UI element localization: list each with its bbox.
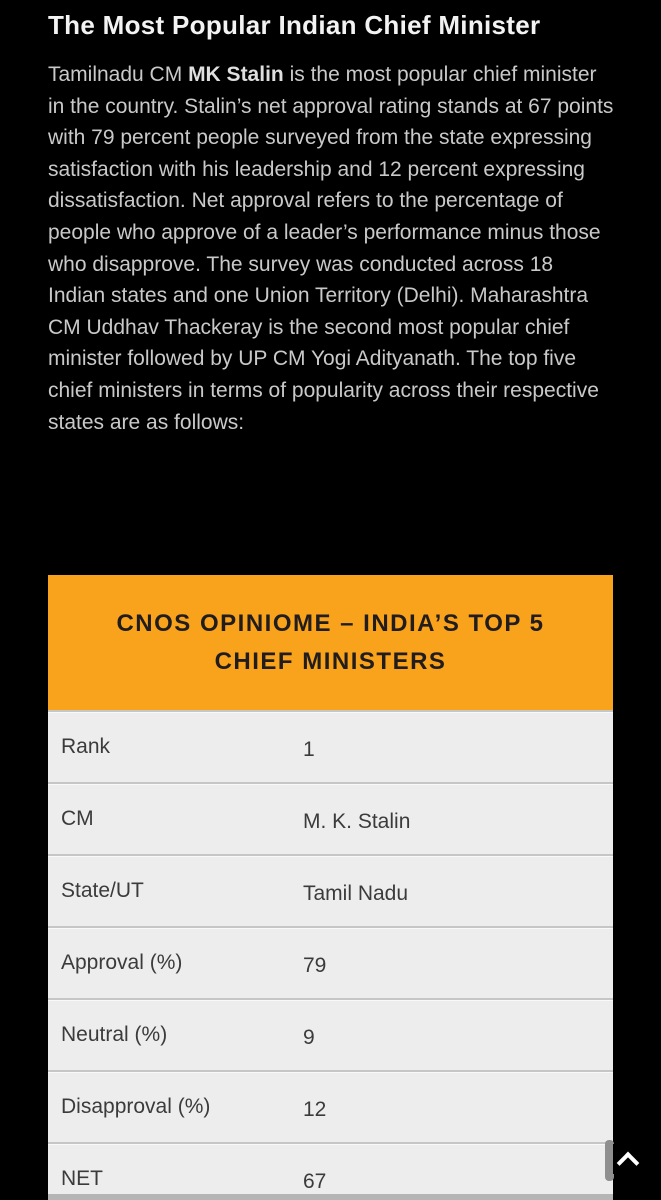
table-row: Disapproval (%) 12 xyxy=(48,1070,613,1142)
row-label: Approval (%) xyxy=(61,951,183,974)
table-row: Neutral (%) 9 xyxy=(48,998,613,1070)
row-value: 9 xyxy=(303,1026,315,1049)
table-row: Approval (%) 79 xyxy=(48,926,613,998)
row-value: 67 xyxy=(303,1170,327,1193)
row-label: Neutral (%) xyxy=(61,1023,168,1046)
row-label: NET xyxy=(61,1167,103,1190)
row-label: Disapproval (%) xyxy=(61,1095,211,1118)
article-paragraph: Tamilnadu CM MK Stalin is the most popul… xyxy=(48,59,615,438)
paragraph-text-rest: is the most popular chief minister in th… xyxy=(48,63,614,434)
row-value: 79 xyxy=(303,954,327,977)
paragraph-text-prefix: Tamilnadu CM xyxy=(48,63,189,86)
table-title: CNOS OPINIOME – INDIA’S TOP 5 CHIEF MINI… xyxy=(48,575,613,710)
article: The Most Popular Indian Chief Minister T… xyxy=(48,0,615,459)
row-value: 1 xyxy=(303,738,315,761)
row-label: CM xyxy=(61,807,94,830)
page-title: The Most Popular Indian Chief Minister xyxy=(48,10,541,40)
table-row: NET 67 xyxy=(48,1142,613,1200)
row-value: 12 xyxy=(303,1098,327,1121)
paragraph-bold-name: MK Stalin xyxy=(188,63,284,86)
scrollbar-thumb[interactable] xyxy=(605,1140,614,1181)
table-bottom-edge xyxy=(48,1194,613,1200)
row-value: M. K. Stalin xyxy=(303,810,411,833)
chevron-up-icon xyxy=(616,1151,640,1174)
row-label: State/UT xyxy=(61,879,144,902)
back-to-top-button[interactable] xyxy=(613,1144,643,1174)
row-label: Rank xyxy=(61,735,111,758)
table-row: CM M. K. Stalin xyxy=(48,782,613,854)
table-row: Rank 1 xyxy=(48,710,613,782)
row-value: Tamil Nadu xyxy=(303,882,409,905)
table-row: State/UT Tamil Nadu xyxy=(48,854,613,926)
cm-popularity-table: CNOS OPINIOME – INDIA’S TOP 5 CHIEF MINI… xyxy=(48,575,613,1200)
